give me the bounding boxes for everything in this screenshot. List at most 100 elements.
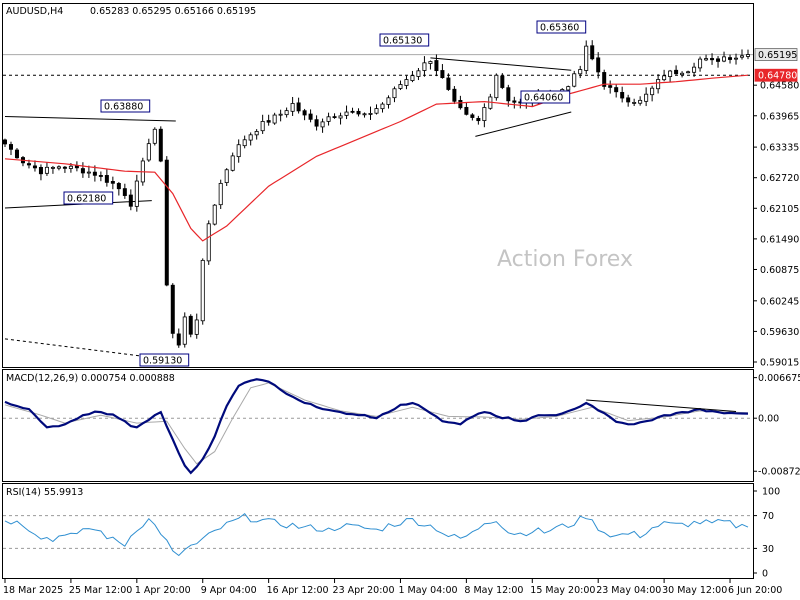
candle-body [404, 79, 409, 86]
candle-body [248, 134, 253, 141]
candle-body [170, 284, 175, 334]
time-tick-label: 6 Jun 20:00 [728, 585, 782, 596]
price-tick-label: 0.62105 [760, 204, 799, 215]
candle [290, 96, 295, 116]
candle-body [224, 169, 229, 183]
annotation-label: 0.65130 [383, 36, 422, 47]
candle-body [680, 72, 685, 76]
candle-body [302, 110, 307, 116]
candle [314, 115, 319, 131]
candle-body [698, 58, 703, 69]
candle [344, 105, 349, 120]
candle [620, 86, 625, 103]
time-tick-label: 23 May 04:00 [596, 585, 661, 596]
candle-body [386, 97, 391, 105]
candle [170, 283, 175, 339]
annotation-box [63, 191, 114, 205]
candle [608, 80, 613, 94]
candle-body [254, 131, 259, 136]
candle-body [200, 259, 205, 322]
rsi-tick-label: 100 [762, 487, 780, 498]
candle [146, 138, 151, 162]
candle-body [44, 166, 49, 174]
macd-pane-frame [2, 369, 754, 482]
candle-body [704, 58, 709, 61]
candle-body [242, 139, 247, 147]
macd-tick-label: -0.008724 [758, 467, 800, 478]
candle [500, 73, 505, 90]
candle-body [134, 180, 139, 207]
candle [392, 86, 397, 103]
candle [272, 112, 277, 125]
candle-body [602, 72, 607, 87]
candle [590, 40, 595, 61]
candle [632, 98, 637, 107]
candle [692, 62, 697, 77]
candle [470, 113, 475, 121]
candle [50, 165, 55, 174]
candle-body [152, 128, 157, 144]
candle [86, 165, 91, 178]
price-annotation: 0.59130 [139, 353, 190, 367]
candle [224, 168, 229, 187]
price-annotation: 0.64060 [520, 90, 571, 104]
candle [410, 70, 415, 83]
candle [368, 106, 373, 120]
candle [182, 312, 187, 348]
candle [122, 183, 127, 199]
candle-body [584, 45, 589, 71]
candle-body [272, 114, 277, 124]
candle-body [122, 188, 127, 196]
candle [698, 56, 703, 72]
candle [446, 73, 451, 91]
candle-body [38, 167, 43, 175]
candle-body [482, 107, 487, 121]
price-tick-label: 0.63965 [760, 111, 799, 122]
candle [326, 112, 331, 126]
candle-body [80, 168, 85, 174]
time-tick-label: 1 May 04:00 [398, 585, 457, 596]
time-tick-label: 9 Apr 04:00 [201, 585, 257, 596]
candle-body [278, 113, 283, 116]
price-pane-frame [2, 3, 754, 368]
candle [626, 94, 631, 107]
candle-body [206, 223, 211, 262]
trendline [430, 57, 572, 71]
candle [110, 176, 115, 190]
candle [386, 95, 391, 109]
candle [374, 104, 379, 115]
candle-body [194, 319, 199, 335]
candle-body [164, 159, 169, 286]
rsi-title: RSI(14) 55.9913 [6, 487, 83, 498]
candle [98, 171, 103, 182]
candle [236, 139, 241, 163]
candle-body [452, 88, 457, 102]
time-tick-label: 8 May 12:00 [464, 585, 523, 596]
price-tick-label: 0.60245 [760, 296, 799, 307]
macd-tick-label: 0.00 [758, 414, 779, 425]
candle [638, 96, 643, 106]
price-tick-label: 0.59630 [760, 327, 799, 338]
candle [200, 258, 205, 325]
candle [428, 60, 433, 70]
candle-body [638, 99, 643, 104]
macd-tick-label: 0.006675 [758, 373, 800, 384]
candle-body [320, 121, 325, 128]
candle-body [284, 110, 289, 116]
candle [680, 71, 685, 78]
candle [62, 166, 67, 173]
candle-body [116, 183, 121, 190]
candle-body [26, 163, 31, 166]
candle [302, 108, 307, 121]
candle-body [566, 86, 571, 91]
candle [158, 126, 163, 163]
candle-body [110, 181, 115, 184]
candle [350, 107, 355, 114]
candle-body [188, 315, 193, 335]
candle-body [86, 171, 91, 174]
rsi-tick-label: 30 [762, 544, 774, 555]
candle [152, 127, 157, 146]
candle [416, 68, 421, 81]
chart-ohlc-readout: 0.65283 0.65295 0.65166 0.65195 [90, 6, 256, 17]
price-tick-label: 0.59015 [760, 358, 799, 369]
